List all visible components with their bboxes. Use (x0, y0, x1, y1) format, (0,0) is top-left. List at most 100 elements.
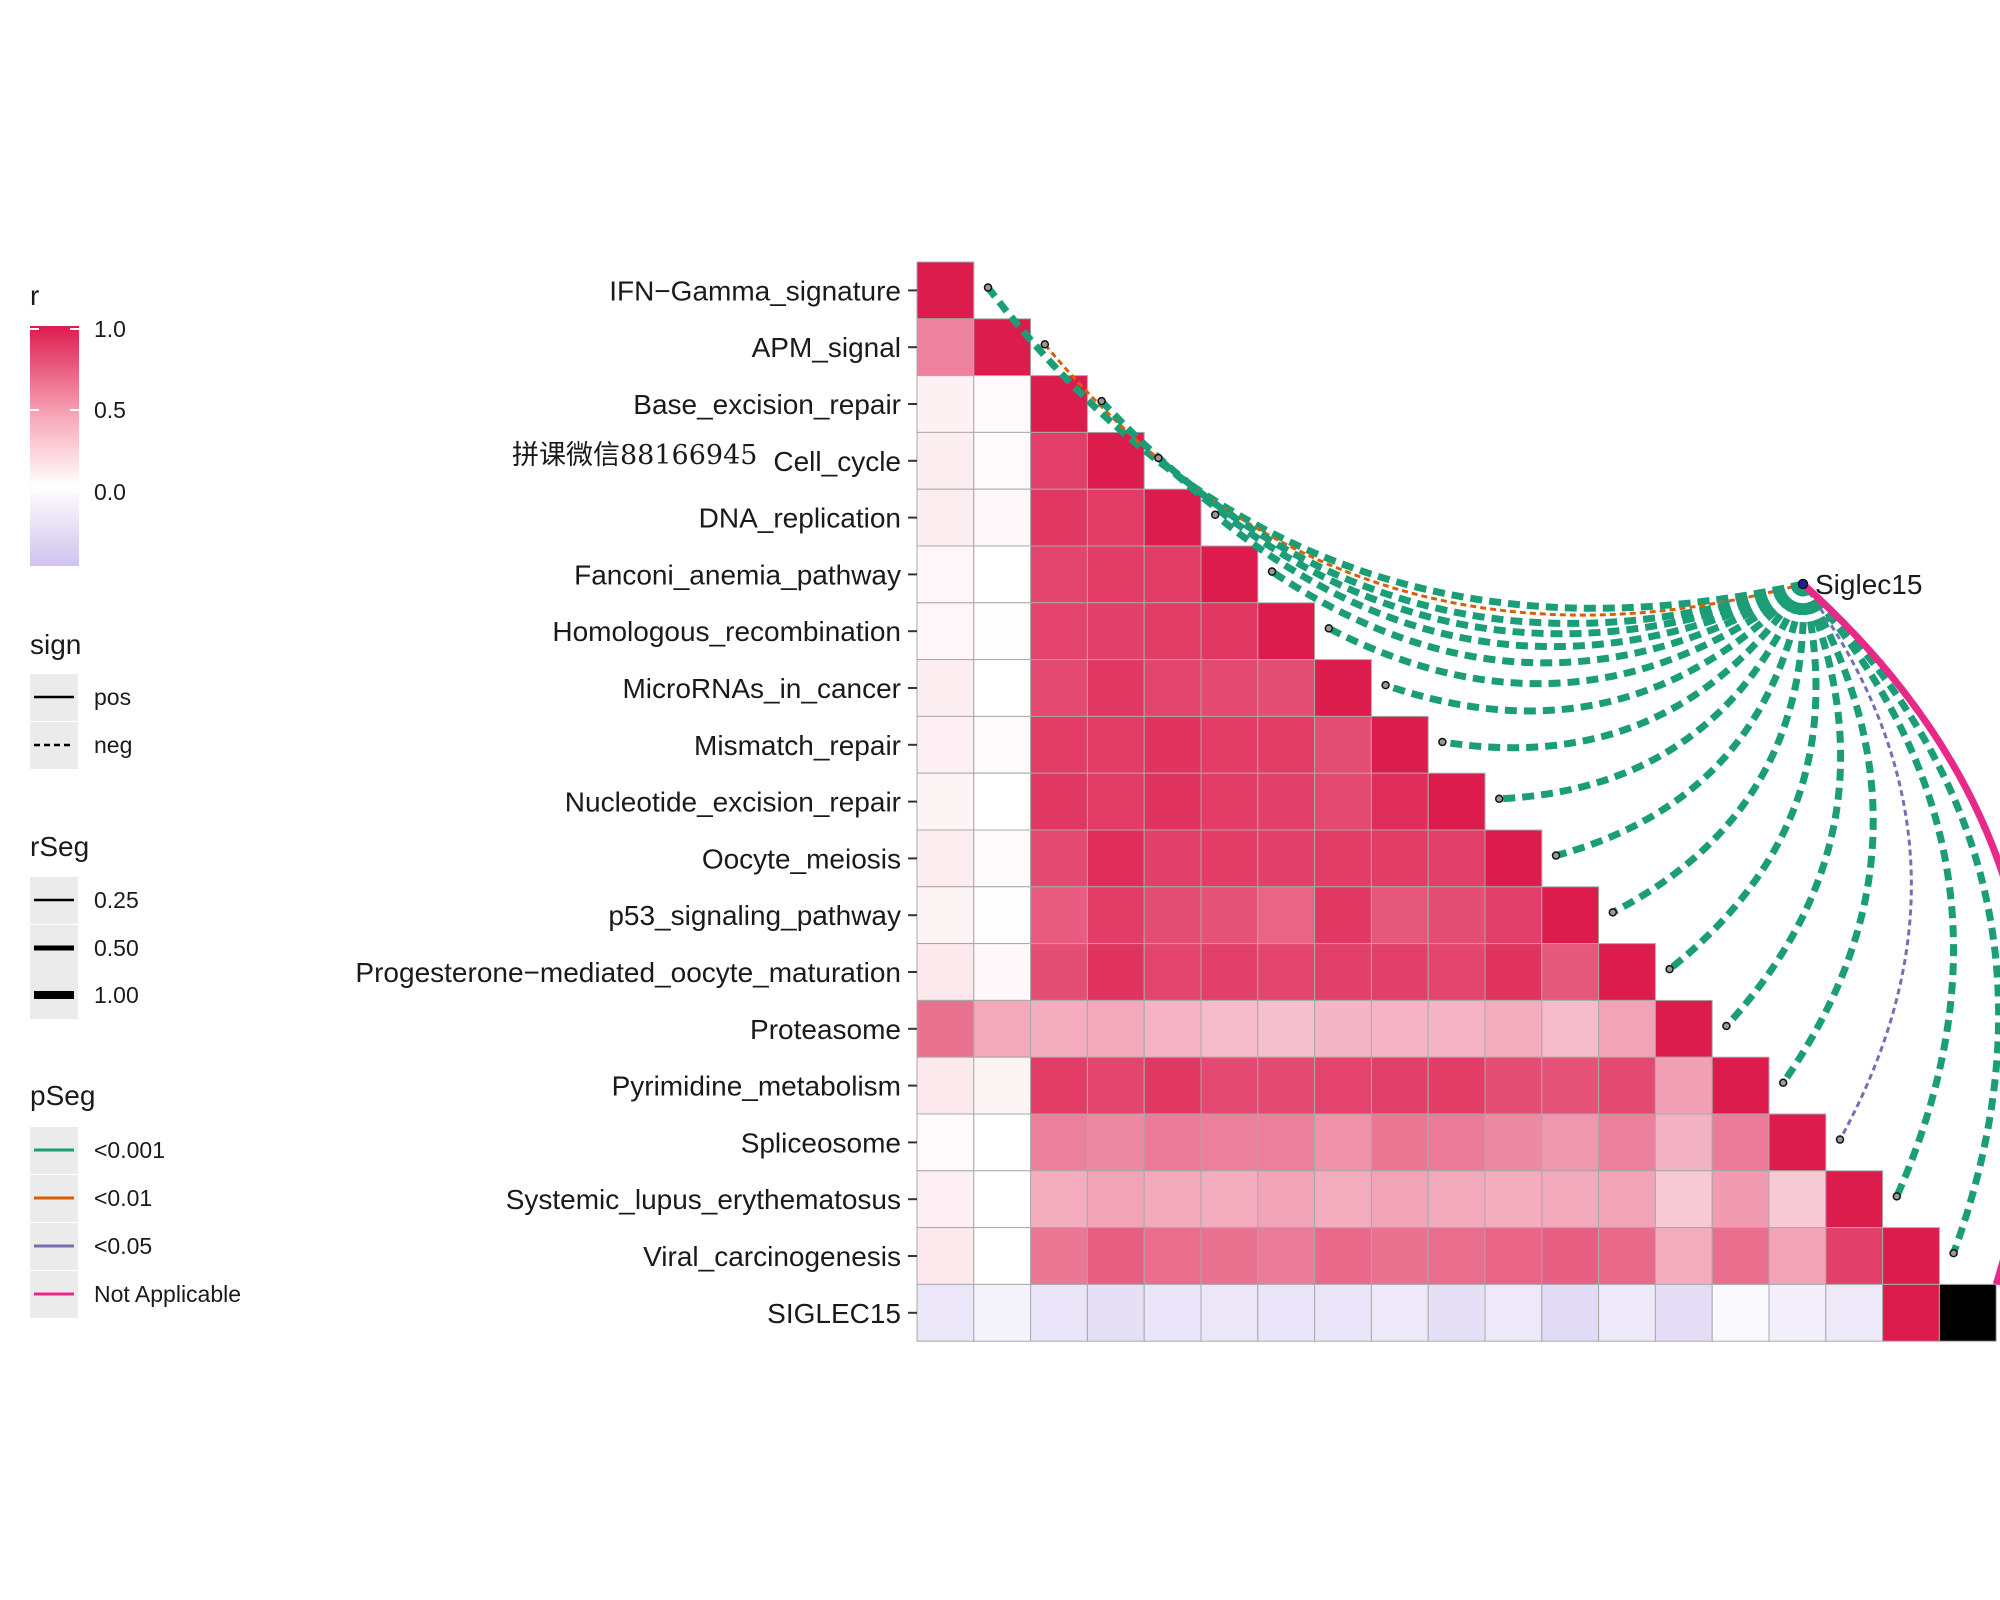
heatmap-cell (1314, 1227, 1372, 1285)
heatmap-cell (1143, 772, 1202, 831)
heatmap-cell (1086, 886, 1145, 945)
heatmap-cell (916, 375, 975, 433)
heatmap-cell (1086, 772, 1145, 831)
heatmap-cell (916, 261, 975, 320)
legend-rseg-label: 1.00 (94, 982, 139, 1008)
heatmap-cell (1143, 999, 1202, 1058)
source-node (1797, 578, 1809, 590)
mantel-link (1384, 581, 1806, 715)
row-label: Pyrimidine_metabolism (612, 1071, 901, 1102)
heatmap-cell (1200, 999, 1259, 1058)
heatmap-cell (1257, 943, 1316, 1001)
mantel-link (1212, 512, 1805, 651)
row-label: SIGLEC15 (767, 1298, 901, 1329)
row-label: DNA_replication (699, 503, 901, 534)
heatmap-cell (916, 1227, 975, 1285)
colorbar (30, 326, 79, 566)
heatmap-cell (1768, 1283, 1827, 1342)
heatmap-cell (916, 1170, 975, 1229)
heatmap-cell (1314, 772, 1372, 831)
heatmap-cell (1257, 1283, 1316, 1342)
heatmap-cell (973, 943, 1032, 1001)
heatmap-cell (973, 602, 1032, 661)
heatmap-cell (1370, 1170, 1429, 1229)
heatmap-cell (1427, 1283, 1486, 1342)
heatmap-cell (973, 772, 1032, 831)
heatmap-cell (1427, 886, 1486, 945)
heatmap-cell (1257, 1170, 1316, 1229)
heatmap-cell (1143, 715, 1202, 774)
row-label: Oocyte_meiosis (702, 843, 901, 874)
heatmap-cell (1314, 943, 1372, 1001)
heatmap-cell (1711, 1227, 1770, 1285)
link-endpoint (1154, 453, 1163, 463)
mantel-links: Siglec15 (983, 283, 2000, 1286)
heatmap-cell (1484, 1227, 1543, 1285)
heatmap-cell (1086, 1170, 1145, 1229)
heatmap-cell (1086, 488, 1145, 547)
heatmap-cell (1541, 943, 1600, 1001)
heatmap-cell (1427, 1227, 1486, 1285)
heatmap-cell (1086, 715, 1145, 774)
row-label: Nucleotide_excision_repair (565, 787, 901, 818)
heatmap-cell (1484, 1170, 1543, 1229)
mantel-link (1723, 582, 1845, 1029)
heatmap-cell (1314, 659, 1372, 717)
heatmap-cell (1200, 545, 1259, 604)
heatmap-cell (916, 659, 975, 717)
heatmap-cell (1257, 999, 1316, 1058)
heatmap-cell (1086, 1113, 1145, 1172)
heatmap-cell (1314, 999, 1372, 1058)
heatmap-cell (1086, 1056, 1145, 1115)
mantel-link (1800, 581, 2000, 1286)
heatmap-cell (1541, 886, 1600, 945)
heatmap-cell (1030, 715, 1088, 774)
heatmap-cell (1825, 1283, 1884, 1342)
colorbar-tick-label: 0.5 (94, 397, 126, 423)
heatmap-cell (1654, 999, 1713, 1058)
heatmap-cell (1825, 1227, 1884, 1285)
watermark-text: 拼课微信88166945 (512, 440, 757, 471)
row-label: Fanconi_anemia_pathway (574, 559, 901, 590)
heatmap-cell (916, 772, 975, 831)
heatmap-cell (1143, 659, 1202, 717)
mantel-link (985, 285, 1804, 612)
heatmap-cell (1086, 999, 1145, 1058)
colorbar-tick-label: 1.0 (94, 316, 126, 342)
legend-sign-label: neg (94, 732, 132, 758)
legend-sign-label: pos (94, 684, 131, 710)
link-endpoint (1097, 396, 1106, 406)
heatmap-cell (1427, 943, 1486, 1001)
heatmap-cell (1030, 999, 1088, 1058)
row-label: Systemic_lupus_erythematosus (506, 1184, 901, 1215)
mantel-link (1780, 582, 1877, 1085)
mantel-link (1099, 398, 1805, 627)
heatmap-cell (1030, 375, 1088, 433)
heatmap-cell (1314, 886, 1372, 945)
heatmap-cell (1257, 1227, 1316, 1285)
heatmap-cell (1143, 829, 1202, 888)
mantel-link (1155, 455, 1805, 638)
heatmap-cell (1314, 1113, 1372, 1172)
heatmap-cell (1086, 602, 1145, 661)
mantel-link (1801, 583, 1913, 1141)
heatmap-cell (1143, 1056, 1202, 1115)
heatmap-cell (1314, 829, 1372, 888)
heatmap-cell (1257, 602, 1316, 661)
heatmap-cell (1200, 659, 1259, 717)
heatmap-cell (1143, 1170, 1202, 1229)
heatmap-cell (1086, 545, 1145, 604)
heatmap-cell (1427, 829, 1486, 888)
link-endpoint (1438, 737, 1447, 747)
heatmap-cell (1484, 829, 1543, 888)
heatmap-cell (1143, 488, 1202, 547)
heatmap-cell (916, 545, 975, 604)
heatmap-cell (1825, 1170, 1884, 1229)
heatmap-cell (973, 829, 1032, 888)
heatmap-cell (916, 999, 975, 1058)
heatmap-cell (973, 1056, 1032, 1115)
heatmap-cell (973, 886, 1032, 945)
heatmap-cell (916, 943, 975, 1001)
heatmap-cell (1768, 1170, 1827, 1229)
legend-rseg-label: 0.25 (94, 887, 139, 913)
